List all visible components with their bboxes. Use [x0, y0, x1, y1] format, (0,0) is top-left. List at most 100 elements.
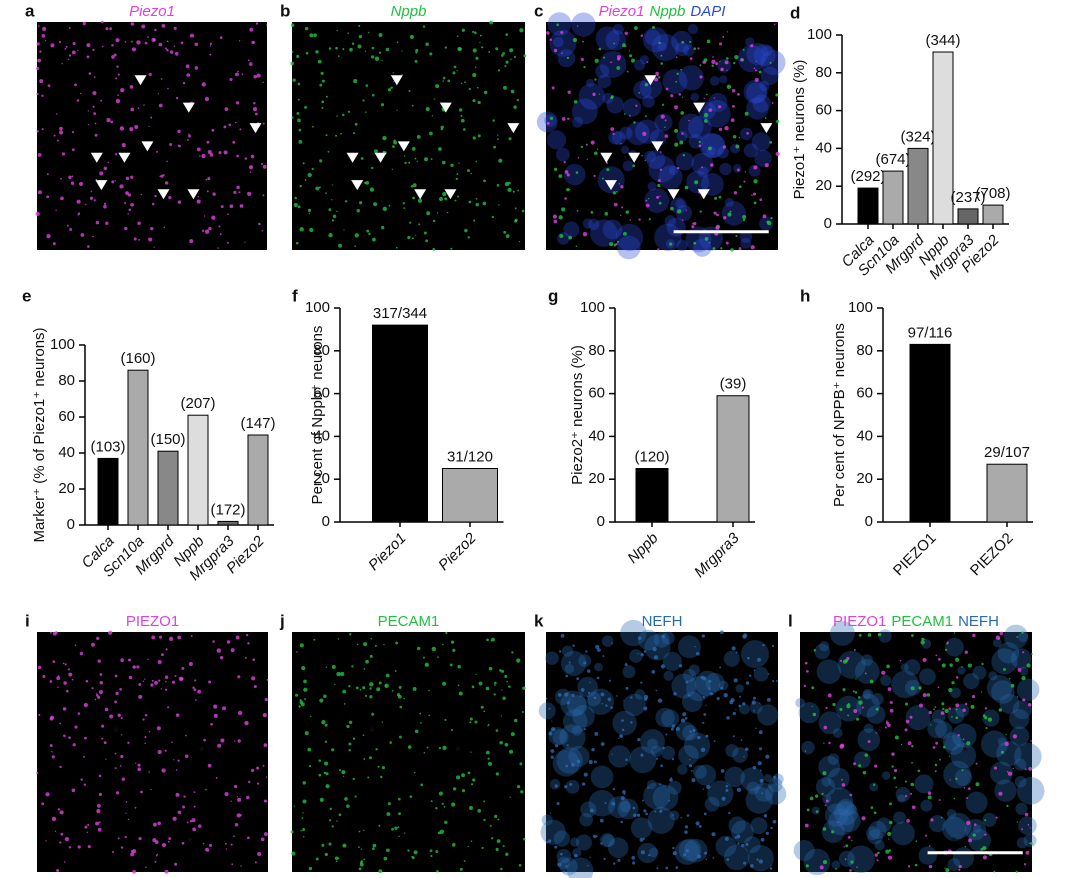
- signal: [353, 132, 356, 135]
- y-tick-label: 20: [856, 470, 873, 487]
- signal: [628, 50, 630, 52]
- signal: [239, 204, 244, 208]
- signal: [772, 680, 775, 683]
- signal: [644, 159, 647, 162]
- signal: [505, 33, 509, 37]
- signal: [593, 834, 597, 839]
- signal: [116, 65, 119, 68]
- signal: [738, 136, 741, 139]
- signal: [967, 787, 971, 790]
- signal: [610, 706, 613, 709]
- y-tick-label: 40: [815, 139, 832, 156]
- signal: [670, 777, 673, 779]
- signal: [884, 726, 887, 729]
- signal: [438, 147, 442, 151]
- signal: [441, 802, 444, 805]
- signal: [631, 58, 635, 63]
- arrowhead: [444, 189, 457, 200]
- signal: [398, 812, 401, 816]
- nucleus: [1014, 775, 1027, 788]
- signal: [239, 814, 242, 817]
- nucleus: [996, 740, 1022, 767]
- y-tick-label: 40: [313, 427, 330, 444]
- signal: [1027, 703, 1032, 707]
- signal: [993, 870, 996, 873]
- signal: [331, 199, 333, 201]
- y-tick-label: 60: [856, 385, 873, 402]
- nucleus: [621, 145, 630, 154]
- micrograph: [292, 22, 525, 250]
- nucleus: [723, 650, 740, 667]
- signal: [742, 702, 746, 706]
- signal: [201, 229, 205, 232]
- signal: [298, 139, 303, 144]
- nucleus: [997, 737, 1007, 747]
- signal: [127, 212, 129, 215]
- signal: [750, 245, 755, 250]
- signal: [623, 113, 626, 115]
- signal: [571, 693, 575, 698]
- signal: [42, 26, 47, 32]
- signal: [831, 830, 835, 834]
- signal: [610, 127, 615, 131]
- signal: [157, 821, 162, 826]
- signal: [1016, 636, 1019, 638]
- signal: [757, 657, 761, 662]
- signal: [485, 686, 490, 691]
- signal: [630, 721, 633, 724]
- signal: [442, 76, 446, 80]
- label-part: PIEZO1: [833, 613, 886, 630]
- nucleus: [749, 701, 763, 714]
- signal: [59, 130, 64, 135]
- nucleus: [612, 131, 626, 146]
- signal: [60, 196, 64, 201]
- signal: [253, 74, 257, 79]
- signal: [297, 98, 300, 101]
- signal: [942, 707, 945, 711]
- signal: [392, 145, 395, 148]
- signal: [324, 852, 328, 857]
- signal: [412, 687, 417, 691]
- signal: [692, 222, 694, 225]
- signal: [946, 642, 949, 645]
- nucleus: [536, 111, 558, 133]
- signal: [173, 45, 176, 47]
- signal: [297, 82, 301, 86]
- signal: [731, 88, 736, 93]
- signal: [1026, 663, 1031, 668]
- arrowhead: [697, 189, 710, 200]
- signal: [587, 864, 589, 867]
- signal: [386, 812, 391, 816]
- y-axis-label: Piezo1⁺ neurons (%): [791, 60, 808, 200]
- signal: [738, 704, 742, 708]
- signal: [726, 57, 729, 60]
- signal: [639, 838, 644, 842]
- signal: [138, 238, 141, 241]
- signal: [356, 643, 359, 646]
- signal: [358, 867, 362, 871]
- nucleus: [612, 23, 624, 35]
- signal: [36, 92, 39, 96]
- nucleus: [964, 818, 987, 841]
- signal: [500, 715, 503, 717]
- signal: [257, 851, 262, 857]
- arrowhead: [628, 152, 641, 163]
- nucleus: [676, 239, 688, 252]
- nucleus: [686, 676, 711, 702]
- signal: [161, 23, 166, 28]
- signal: [319, 159, 323, 163]
- signal: [569, 783, 573, 786]
- signal: [147, 658, 149, 661]
- nucleus: [662, 651, 682, 671]
- signal: [545, 697, 548, 700]
- signal: [371, 46, 375, 50]
- signal: [167, 840, 170, 843]
- signal: [725, 784, 729, 788]
- signal: [713, 97, 716, 99]
- nucleus: [664, 215, 677, 227]
- signal: [501, 54, 504, 57]
- signal: [381, 721, 384, 723]
- signal: [752, 696, 756, 700]
- signal: [463, 128, 466, 131]
- nucleus: [601, 635, 614, 647]
